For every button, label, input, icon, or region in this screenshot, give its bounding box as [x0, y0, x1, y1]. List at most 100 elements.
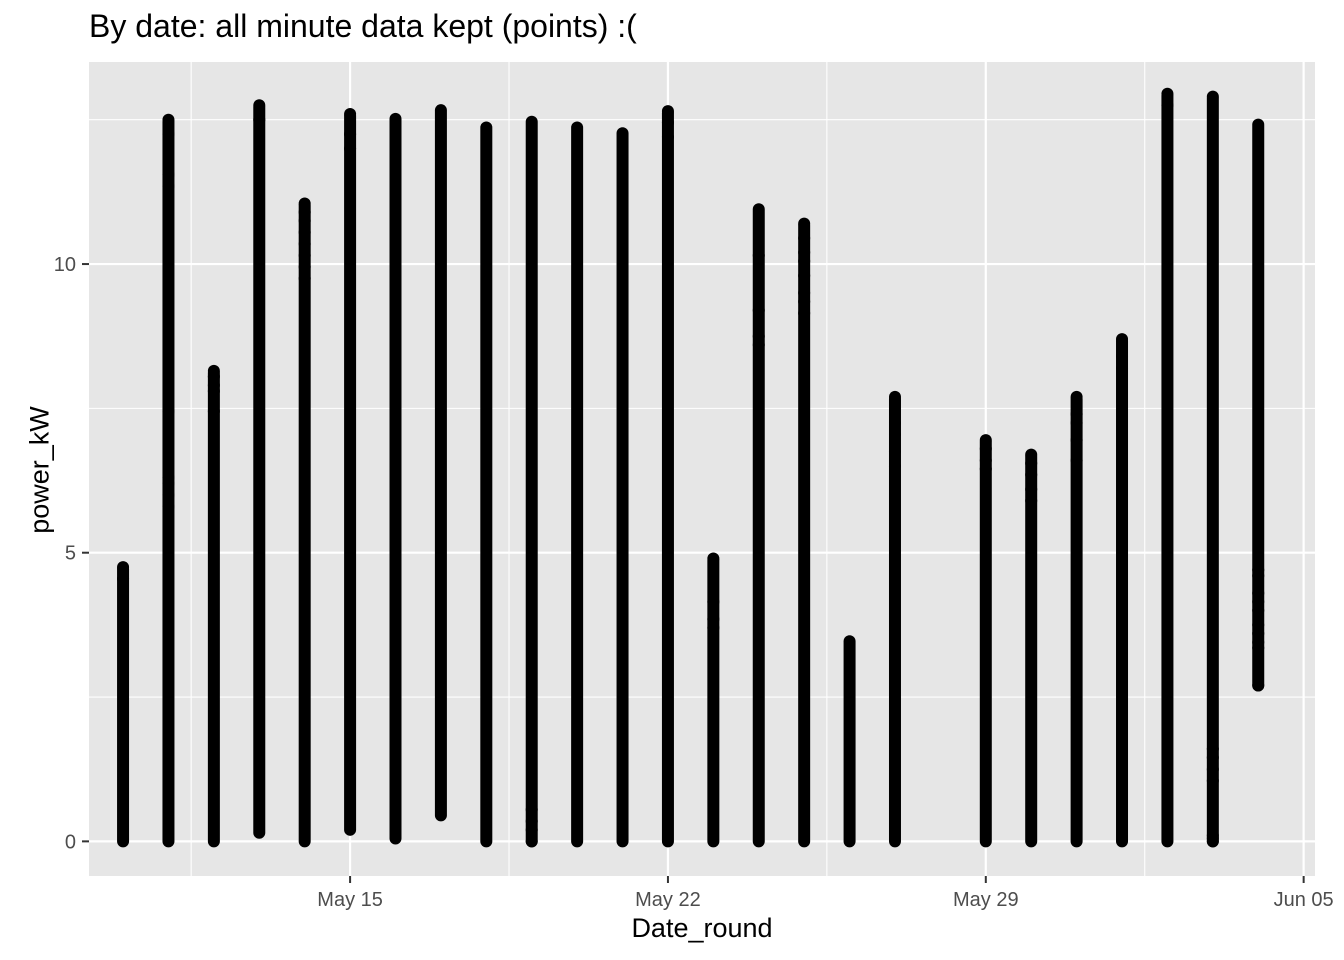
y-axis-ticks: 0 5 10	[54, 254, 89, 853]
data-point	[707, 595, 720, 608]
x-axis-title: Date_round	[631, 913, 773, 943]
data-point	[798, 217, 811, 230]
data-point	[162, 488, 175, 501]
data-point	[979, 463, 992, 475]
data-point	[1206, 763, 1219, 776]
data-point	[207, 370, 220, 383]
data-point	[707, 552, 720, 565]
data-point	[1161, 87, 1174, 100]
data-point	[1252, 564, 1265, 577]
data-point	[162, 113, 175, 126]
data-point	[298, 214, 311, 227]
chart-title: By date: all minute data kept (points) :…	[89, 8, 637, 44]
data-point	[1025, 457, 1038, 470]
y-tick-label: 5	[65, 543, 76, 565]
data-point	[298, 237, 311, 250]
data-point	[1070, 416, 1083, 429]
data-point	[888, 445, 901, 458]
data-point	[1070, 434, 1083, 447]
data-point	[661, 116, 674, 129]
data-point	[1070, 454, 1083, 467]
data-point	[1206, 751, 1219, 764]
data-point	[207, 405, 220, 418]
data-point	[1025, 494, 1038, 507]
data-point	[298, 226, 311, 239]
data-point	[888, 428, 901, 441]
data-point	[162, 405, 175, 418]
data-point	[1116, 361, 1129, 374]
data-point	[798, 286, 811, 299]
x-tick-label: Jun 05	[1274, 889, 1334, 911]
data-point	[752, 304, 765, 317]
data-point	[1252, 636, 1265, 649]
data-point	[525, 823, 538, 836]
data-point	[162, 128, 175, 141]
x-axis-ticks: May 15 May 22 May 29 Jun 05	[317, 876, 1334, 911]
data-point	[979, 434, 992, 447]
data-point	[298, 197, 311, 210]
data-point	[253, 99, 266, 112]
data-point	[798, 232, 811, 245]
data-point	[888, 460, 901, 473]
y-axis-title: power_kW	[24, 406, 55, 534]
y-tick-label: 0	[65, 831, 76, 853]
data-points	[117, 87, 1265, 848]
data-point	[661, 131, 674, 144]
data-point	[207, 385, 220, 398]
data-point	[1025, 448, 1038, 461]
data-point	[752, 203, 765, 216]
data-point	[1206, 742, 1219, 755]
data-point	[798, 295, 811, 308]
data-point	[798, 246, 811, 259]
data-point	[888, 390, 901, 403]
data-point	[1116, 333, 1129, 346]
data-point	[344, 128, 357, 141]
data-point	[752, 249, 765, 262]
data-point	[344, 142, 357, 155]
data-point	[117, 561, 130, 574]
data-point	[1252, 627, 1265, 640]
data-point	[1025, 483, 1038, 496]
data-point	[1161, 99, 1174, 112]
data-point	[1025, 468, 1038, 481]
data-point	[707, 621, 720, 634]
data-point	[162, 180, 175, 193]
y-tick-label: 10	[54, 254, 76, 276]
data-point	[162, 477, 175, 490]
data-point	[752, 338, 765, 351]
data-point	[525, 815, 538, 828]
data-point	[1252, 679, 1265, 692]
data-point	[117, 572, 130, 585]
x-tick-label: May 22	[635, 889, 701, 911]
data-point	[298, 249, 311, 262]
data-point	[298, 206, 311, 219]
data-point	[979, 442, 992, 455]
data-point	[1206, 90, 1219, 103]
data-point	[1252, 604, 1265, 617]
data-point	[1116, 350, 1129, 363]
data-point	[888, 416, 901, 429]
plot-panel	[89, 62, 1315, 876]
data-point	[1206, 774, 1219, 787]
data-point	[253, 113, 266, 126]
data-point	[707, 613, 720, 626]
data-point	[1070, 408, 1083, 421]
data-point	[298, 260, 311, 273]
data-point	[798, 307, 811, 320]
grid-lines	[89, 62, 1315, 876]
data-point	[1252, 618, 1265, 631]
data-point	[661, 105, 674, 118]
data-point	[162, 168, 175, 181]
data-point	[1206, 835, 1219, 848]
data-point	[525, 803, 538, 816]
x-tick-label: May 15	[317, 889, 383, 911]
x-tick-label: May 29	[953, 889, 1019, 911]
data-point	[162, 500, 175, 513]
data-point	[979, 454, 992, 467]
data-point	[1252, 595, 1265, 608]
data-point	[798, 255, 811, 268]
data-point	[752, 330, 765, 343]
data-point	[298, 272, 311, 285]
data-point	[1070, 390, 1083, 403]
